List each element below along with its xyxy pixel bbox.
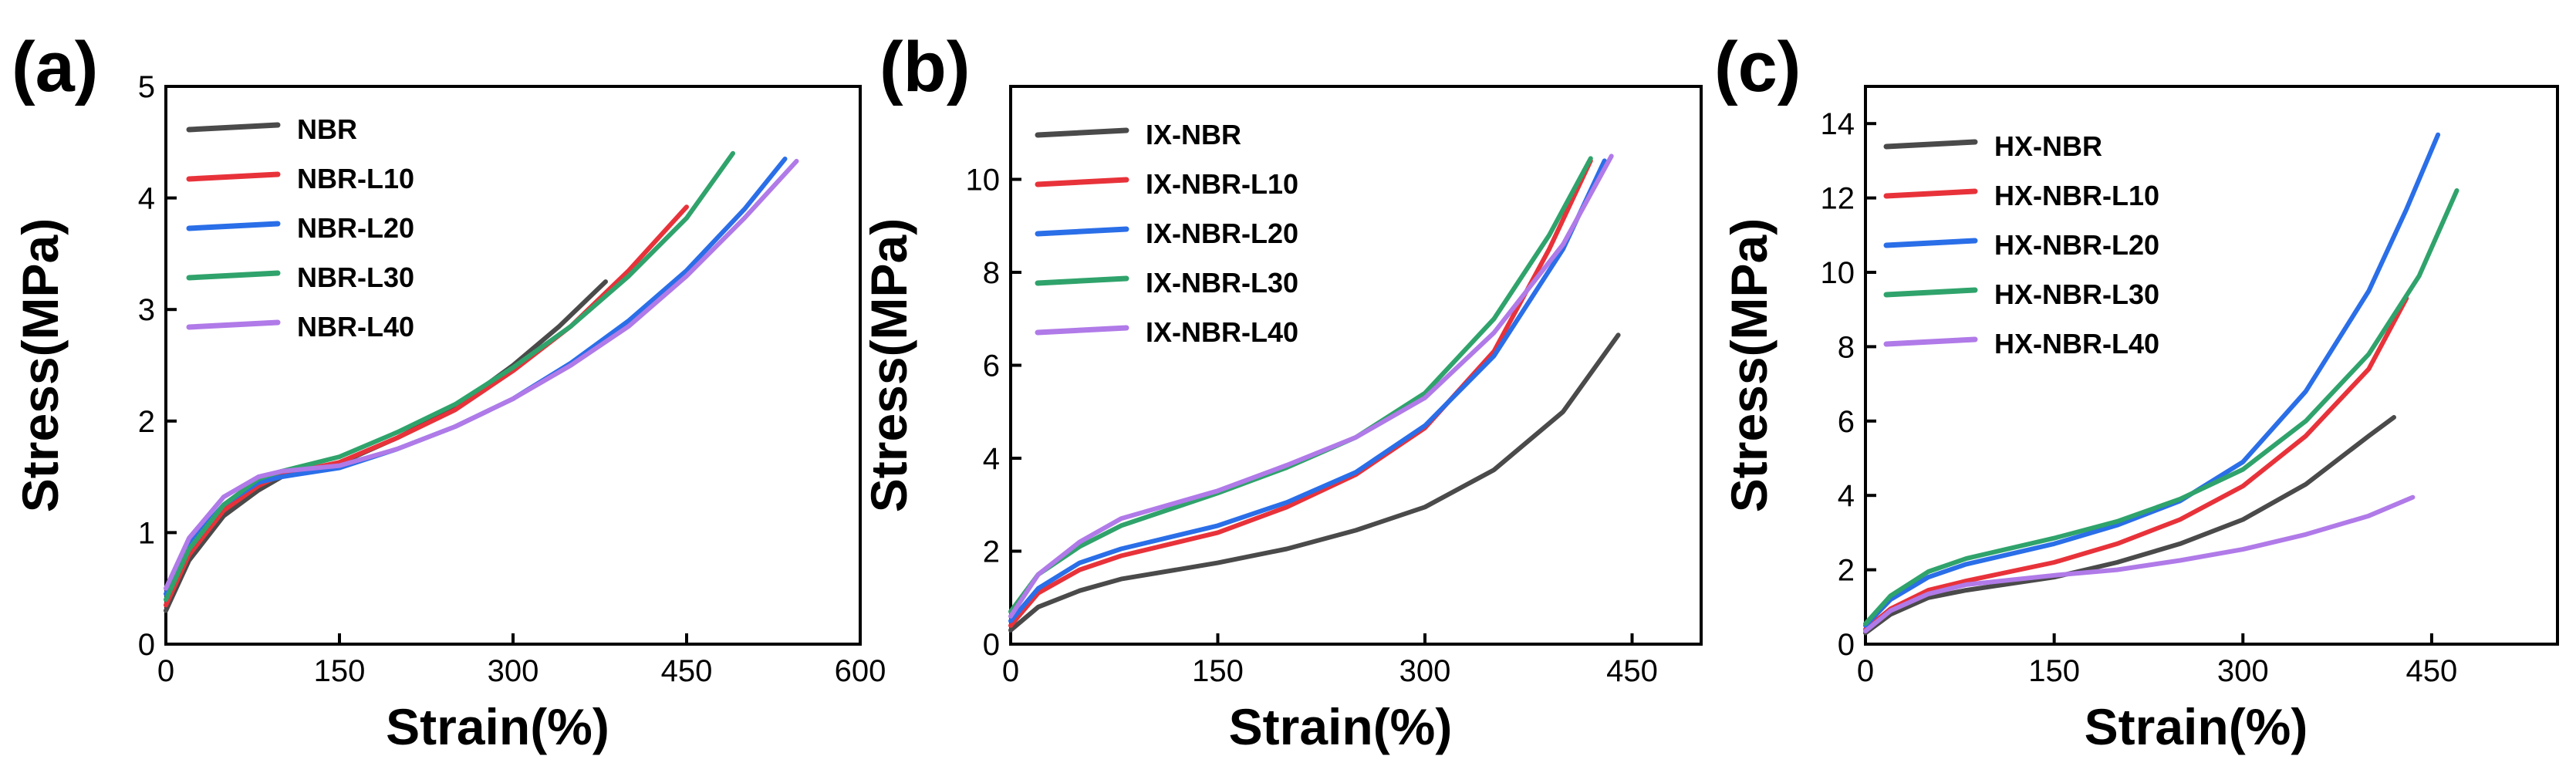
y-axis-title-2: Stress(MPa) (860, 218, 917, 512)
legend-label-2-2: IX-NBR-L10 (1146, 168, 1298, 200)
legend-label-2-1: IX-NBR (1146, 119, 1241, 150)
y-tick-label-1-3: 3 (138, 293, 155, 327)
series-line-2-2 (1008, 158, 1593, 628)
legend-swatch-2-3 (1035, 226, 1129, 237)
x-tick-label-3-450: 450 (2406, 654, 2458, 688)
y-tick-label-3-12: 12 (1821, 182, 1855, 216)
x-tick-label-2-450: 450 (1606, 654, 1658, 688)
series-line-2-3 (1008, 158, 1607, 623)
y-tick-label-2-2: 2 (983, 535, 1000, 569)
x-tick-label-2-0: 0 (1002, 654, 1019, 688)
legend-swatch-1-3 (186, 221, 281, 231)
series-line-3-2 (1863, 295, 2409, 632)
legend-label-1-4: NBR-L30 (297, 262, 414, 293)
panel-label-1: (a) (12, 28, 98, 106)
legend-label-2-5: IX-NBR-L40 (1146, 316, 1298, 348)
y-tick-label-1-2: 2 (138, 405, 155, 439)
legend-label-2-4: IX-NBR-L30 (1146, 267, 1298, 299)
x-tick-label-2-150: 150 (1192, 654, 1244, 688)
legend-swatch-3-2 (1883, 188, 1978, 199)
panel-label-3: (c) (1714, 28, 1801, 106)
legend-swatch-3-4 (1883, 287, 1978, 298)
chart-panel-2: 0 150 300 450 0 2 4 6 8 10 IX-NBR IX-NBR-L10 IX-NBR-… (860, 28, 1703, 755)
y-tick-label-2-8: 8 (983, 256, 1000, 290)
legend-label-3-2: HX-NBR-L10 (1994, 180, 2159, 211)
plot-frame-3 (1864, 85, 2559, 646)
y-tick-label-1-1: 1 (138, 516, 155, 550)
y-axis-title-3: Stress(MPa) (1720, 218, 1778, 512)
chart-panel-1: 0 150 300 450 600 0 1 2 3 4 5 NBR NBR-L10 NBR-L20 NBR-… (12, 28, 886, 755)
y-tick-label-3-2: 2 (1838, 554, 1855, 588)
y-axis-title-1: Stress(MPa) (12, 218, 69, 512)
x-tick-label-1-150: 150 (314, 654, 366, 688)
y-tick-label-3-8: 8 (1838, 330, 1855, 364)
legend-label-2-3: IX-NBR-L20 (1146, 218, 1298, 249)
y-tick-label-2-6: 6 (983, 349, 1000, 383)
series-line-2-5 (1008, 154, 1614, 619)
legend-swatch-2-1 (1035, 127, 1129, 138)
legend-swatch-2-4 (1035, 275, 1129, 286)
x-axis-title-3: Strain(%) (2085, 698, 2308, 755)
legend-swatch-1-5 (186, 319, 281, 330)
legend-swatch-3-5 (1883, 336, 1978, 347)
y-tick-label-2-0: 0 (983, 628, 1000, 662)
legend-label-1-3: NBR-L20 (297, 212, 414, 244)
y-tick-label-1-0: 0 (138, 628, 155, 662)
y-tick-label-2-4: 4 (983, 442, 1000, 476)
legend-label-3-1: HX-NBR (1994, 130, 2102, 162)
legend-swatch-2-5 (1035, 325, 1129, 336)
x-tick-label-1-0: 0 (157, 654, 174, 688)
x-tick-label-2-300: 300 (1399, 654, 1451, 688)
y-tick-label-3-14: 14 (1821, 107, 1855, 141)
x-axis-title-1: Strain(%) (386, 698, 609, 755)
legend-label-3-3: HX-NBR-L20 (1994, 229, 2159, 261)
chart-panel-3: 0 150 300 450 0 2 4 6 8 10 12 14 HX-NBR HX-NBR-L10 HX-… (1714, 28, 2559, 755)
y-tick-label-1-5: 5 (138, 70, 155, 104)
y-tick-label-1-4: 4 (138, 182, 155, 216)
x-axis-title-2: Strain(%) (1229, 698, 1453, 755)
x-tick-label-3-0: 0 (1857, 654, 1874, 688)
x-tick-label-1-300: 300 (488, 654, 539, 688)
series-line-2-1 (1008, 332, 1621, 633)
legend-label-3-5: HX-NBR-L40 (1994, 328, 2159, 359)
series-line-3-3 (1863, 132, 2441, 628)
y-tick-label-3-10: 10 (1821, 256, 1855, 290)
panel-label-2: (b) (879, 28, 970, 106)
x-tick-label-3-300: 300 (2217, 654, 2269, 688)
legend-swatch-1-4 (186, 270, 281, 281)
y-tick-label-2-10: 10 (966, 164, 1001, 197)
y-tick-label-3-4: 4 (1838, 479, 1855, 513)
legend-label-1-1: NBR (297, 113, 357, 145)
legend-label-1-2: NBR-L10 (297, 163, 414, 194)
series-line-1-4 (164, 150, 735, 602)
y-tick-label-3-0: 0 (1838, 628, 1855, 662)
series-line-1-2 (164, 204, 689, 608)
x-tick-label-1-450: 450 (661, 654, 713, 688)
series-line-3-1 (1863, 415, 2396, 636)
legend-swatch-3-3 (1883, 238, 1978, 248)
series-line-3-5 (1863, 494, 2416, 634)
legend-label-3-4: HX-NBR-L30 (1994, 278, 2159, 310)
legend-swatch-1-1 (186, 122, 281, 133)
series-line-1-5 (164, 158, 799, 591)
y-tick-label-3-6: 6 (1838, 405, 1855, 439)
legend-swatch-3-1 (1883, 139, 1978, 150)
legend-swatch-2-2 (1035, 177, 1129, 187)
series-line-3-4 (1863, 188, 2460, 626)
x-tick-label-3-150: 150 (2028, 654, 2080, 688)
x-tick-label-1-600: 600 (835, 654, 886, 688)
legend-label-1-5: NBR-L40 (297, 311, 414, 343)
legend-swatch-1-2 (186, 171, 281, 182)
